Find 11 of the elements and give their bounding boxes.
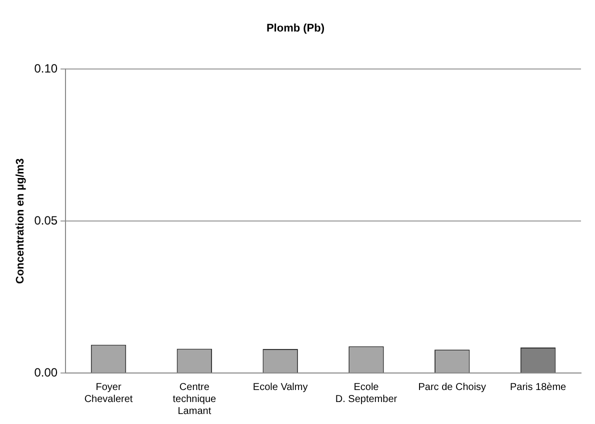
- x-tick-label: Foyer Chevaleret: [84, 382, 133, 405]
- y-tick-label: 0.05: [34, 213, 58, 228]
- x-tick-label: Parc de Choisy: [418, 382, 486, 393]
- y-tick-label: 0.00: [34, 365, 58, 380]
- x-tick-label: Paris 18ème: [510, 382, 567, 393]
- y-tick-label: 0.10: [34, 62, 58, 76]
- chart-title: Plomb (Pb): [266, 22, 325, 35]
- x-tick-label: Ecole Valmy: [252, 382, 308, 393]
- x-tick-label: Ecole D. September: [335, 382, 398, 405]
- y-axis-title: Concentration en µg/m3: [14, 158, 27, 284]
- x-tick-label: Centre technique Lamant: [172, 382, 217, 417]
